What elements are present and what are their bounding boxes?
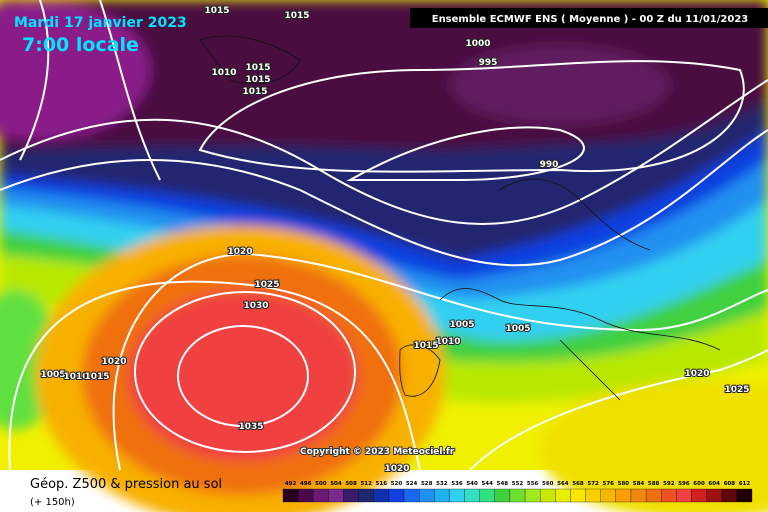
legend-lead: (+ 150h): [30, 497, 75, 508]
isobar-label: 1020: [684, 369, 709, 379]
legend-label: 496: [300, 481, 312, 487]
isobar-label: 1015: [413, 341, 438, 351]
legend-swatch: [343, 488, 359, 503]
isobar-label: 1030: [243, 301, 268, 311]
legend-label: 544: [481, 481, 493, 487]
legend-swatch: [449, 488, 465, 503]
legend-label: 552: [512, 481, 524, 487]
legend-label: 528: [421, 481, 433, 487]
legend-label: 516: [376, 481, 388, 487]
isobar-label: 1020: [227, 247, 252, 257]
legend-label: 524: [406, 481, 418, 487]
isobar-label: 1035: [238, 422, 263, 432]
legend-label: 612: [739, 481, 751, 487]
legend-swatch: [585, 488, 601, 503]
legend-swatch: [328, 488, 344, 503]
legend-label: 576: [603, 481, 615, 487]
legend-label: 600: [693, 481, 705, 487]
legend-label: 592: [663, 481, 675, 487]
isobar-label: 995: [479, 58, 498, 68]
legend-swatch: [419, 488, 435, 503]
legend-swatch: [630, 488, 647, 503]
isobar-label: 1015: [284, 11, 309, 21]
isobar-label: 1010: [211, 68, 236, 78]
legend-swatch: [358, 488, 374, 503]
isobar-label: 1015: [245, 75, 270, 85]
legend-swatch: [388, 488, 405, 503]
isobar-label: 1025: [254, 280, 279, 290]
legend-swatch: [434, 488, 450, 503]
legend-swatch: [615, 488, 632, 503]
model-header: Ensemble ECMWF ENS ( Moyenne ) - 00 Z du…: [432, 14, 749, 25]
isobar-label: 1000: [465, 39, 490, 49]
legend-swatch: [479, 488, 495, 503]
legend-label: 604: [708, 481, 720, 487]
legend-swatch: [403, 488, 420, 503]
legend-swatch: [721, 488, 738, 503]
isobar-label: 1020: [101, 357, 126, 367]
legend-swatch: [509, 488, 526, 503]
legend-label: 568: [572, 481, 584, 487]
legend-label: 564: [557, 481, 569, 487]
legend-swatch: [555, 488, 571, 503]
legend: 492 496 500 504 508 512 516 520 524 528 532 536 540 5…: [282, 481, 753, 503]
isobar-label: 1005: [505, 324, 530, 334]
legend-swatch: [661, 488, 677, 503]
isobar-label: 1005: [449, 320, 474, 330]
legend-swatch: [494, 488, 511, 503]
legend-label: 500: [315, 481, 327, 487]
legend-label: 492: [285, 481, 297, 487]
legend-label: 548: [497, 481, 509, 487]
legend-label: 540: [466, 481, 478, 487]
isobar-label: 1015: [204, 6, 229, 16]
isobar-label: 1025: [724, 385, 749, 395]
legend-swatch: [645, 488, 662, 503]
isobar-label: 1015: [245, 63, 270, 73]
legend-label: 580: [618, 481, 630, 487]
legend-swatch: [676, 488, 692, 503]
isobar-label: 1005: [40, 370, 65, 380]
isobar-label: 1020: [384, 464, 409, 474]
legend-label: 560: [542, 481, 554, 487]
legend-label: 596: [678, 481, 690, 487]
legend-swatch: [736, 488, 753, 503]
copyright: Copyright © 2023 Meteociel.fr: [300, 447, 455, 457]
legend-label: 572: [587, 481, 599, 487]
legend-swatch: [282, 488, 299, 503]
isobar-lines: [0, 0, 768, 471]
legend-label: 588: [648, 481, 660, 487]
time-title: 7:00 locale: [22, 34, 139, 56]
legend-label: 532: [436, 481, 448, 487]
legend-label: 608: [724, 481, 736, 487]
legend-swatch: [706, 488, 722, 503]
legend-swatch: [373, 488, 390, 503]
legend-title: Géop. Z500 & pression au sol: [30, 477, 222, 492]
legend-swatch: [691, 488, 707, 503]
legend-swatch: [313, 488, 329, 503]
legend-label: 520: [391, 481, 403, 487]
legend-swatch: [524, 488, 541, 503]
legend-label: 512: [360, 481, 372, 487]
legend-swatch: [464, 488, 480, 503]
legend-label: 584: [633, 481, 645, 487]
isobar-label: 1015: [84, 372, 109, 382]
isobar-label: 990: [540, 160, 559, 170]
coastlines: [199, 35, 721, 401]
isobar-label: 1010: [63, 372, 88, 382]
legend-label: 556: [527, 481, 539, 487]
isobar-label: 1015: [242, 87, 267, 97]
legend-swatch: [570, 488, 586, 503]
legend-swatch: [600, 488, 616, 503]
legend-label: 508: [345, 481, 357, 487]
legend-label: 504: [330, 481, 342, 487]
header-box: [410, 8, 768, 28]
legend-label: 536: [451, 481, 463, 487]
legend-swatch: [297, 488, 314, 503]
legend-swatch: [540, 488, 556, 503]
date-title: Mardi 17 janvier 2023: [14, 15, 187, 31]
isobar-label: 1010: [435, 337, 460, 347]
